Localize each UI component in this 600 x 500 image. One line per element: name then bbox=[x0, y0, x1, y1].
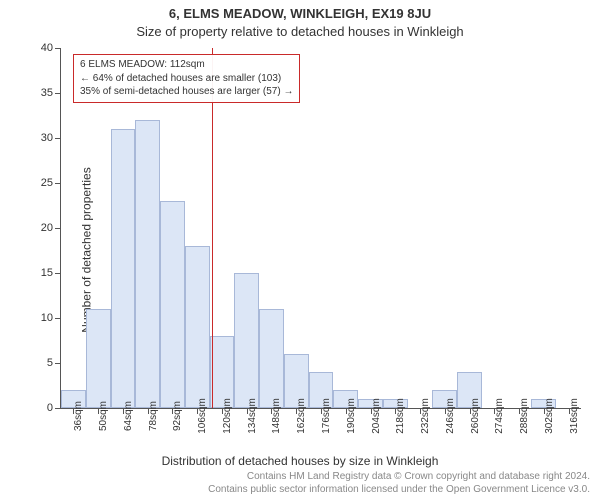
y-tick-label: 0 bbox=[47, 402, 53, 414]
y-tick bbox=[55, 363, 61, 364]
y-tick bbox=[55, 318, 61, 319]
annotation-line: ← 64% of detached houses are smaller (10… bbox=[80, 72, 293, 86]
bar bbox=[234, 273, 259, 408]
y-tick-label: 15 bbox=[41, 267, 53, 279]
x-tick-label: 288sqm bbox=[519, 398, 530, 434]
x-tick-label: 64sqm bbox=[123, 401, 134, 431]
plot-area: 051015202530354036sqm50sqm64sqm78sqm92sq… bbox=[60, 48, 581, 409]
y-tick-label: 20 bbox=[41, 222, 53, 234]
x-tick-label: 50sqm bbox=[98, 401, 109, 431]
x-tick-label: 302sqm bbox=[544, 398, 555, 434]
y-tick bbox=[55, 48, 61, 49]
x-tick-label: 316sqm bbox=[569, 398, 580, 434]
attribution-line2: Contains public sector information licen… bbox=[208, 484, 590, 495]
y-tick bbox=[55, 138, 61, 139]
annotation-line: 35% of semi-detached houses are larger (… bbox=[80, 85, 293, 99]
x-tick-label: 162sqm bbox=[296, 398, 307, 434]
y-tick bbox=[55, 408, 61, 409]
bar bbox=[135, 120, 160, 408]
y-tick bbox=[55, 273, 61, 274]
x-tick-label: 204sqm bbox=[371, 398, 382, 434]
y-tick-label: 5 bbox=[47, 357, 53, 369]
y-tick bbox=[55, 228, 61, 229]
x-tick-label: 190sqm bbox=[346, 398, 357, 434]
x-tick-label: 260sqm bbox=[470, 398, 481, 434]
y-tick-label: 10 bbox=[41, 312, 53, 324]
y-tick-label: 30 bbox=[41, 132, 53, 144]
bar bbox=[185, 246, 210, 408]
x-tick-label: 134sqm bbox=[247, 398, 258, 434]
annotation-box: 6 ELMS MEADOW: 112sqm← 64% of detached h… bbox=[73, 54, 300, 103]
title-sub: Size of property relative to detached ho… bbox=[0, 24, 600, 39]
x-tick-label: 246sqm bbox=[445, 398, 456, 434]
y-tick bbox=[55, 93, 61, 94]
x-tick-label: 78sqm bbox=[148, 401, 159, 431]
chart-container: 6, ELMS MEADOW, WINKLEIGH, EX19 8JU Size… bbox=[0, 0, 600, 500]
x-tick-label: 274sqm bbox=[494, 398, 505, 434]
x-tick-label: 106sqm bbox=[197, 398, 208, 434]
y-tick-label: 25 bbox=[41, 177, 53, 189]
attribution-line1: Contains HM Land Registry data © Crown c… bbox=[247, 471, 590, 482]
x-tick-label: 232sqm bbox=[420, 398, 431, 434]
y-tick bbox=[55, 183, 61, 184]
x-tick-label: 36sqm bbox=[73, 401, 84, 431]
bar bbox=[111, 129, 136, 408]
x-axis-label: Distribution of detached houses by size … bbox=[0, 454, 600, 468]
y-tick-label: 35 bbox=[41, 87, 53, 99]
x-tick-label: 148sqm bbox=[271, 398, 282, 434]
bar bbox=[259, 309, 284, 408]
title-main: 6, ELMS MEADOW, WINKLEIGH, EX19 8JU bbox=[0, 6, 600, 21]
x-tick-label: 218sqm bbox=[395, 398, 406, 434]
x-tick-label: 92sqm bbox=[172, 401, 183, 431]
y-tick-label: 40 bbox=[41, 42, 53, 54]
x-tick-label: 120sqm bbox=[222, 398, 233, 434]
bar bbox=[86, 309, 111, 408]
annotation-line: 6 ELMS MEADOW: 112sqm bbox=[80, 58, 293, 72]
attribution: Contains HM Land Registry data © Crown c… bbox=[0, 470, 590, 496]
bar bbox=[210, 336, 235, 408]
x-tick-label: 176sqm bbox=[321, 398, 332, 434]
bar bbox=[160, 201, 185, 408]
